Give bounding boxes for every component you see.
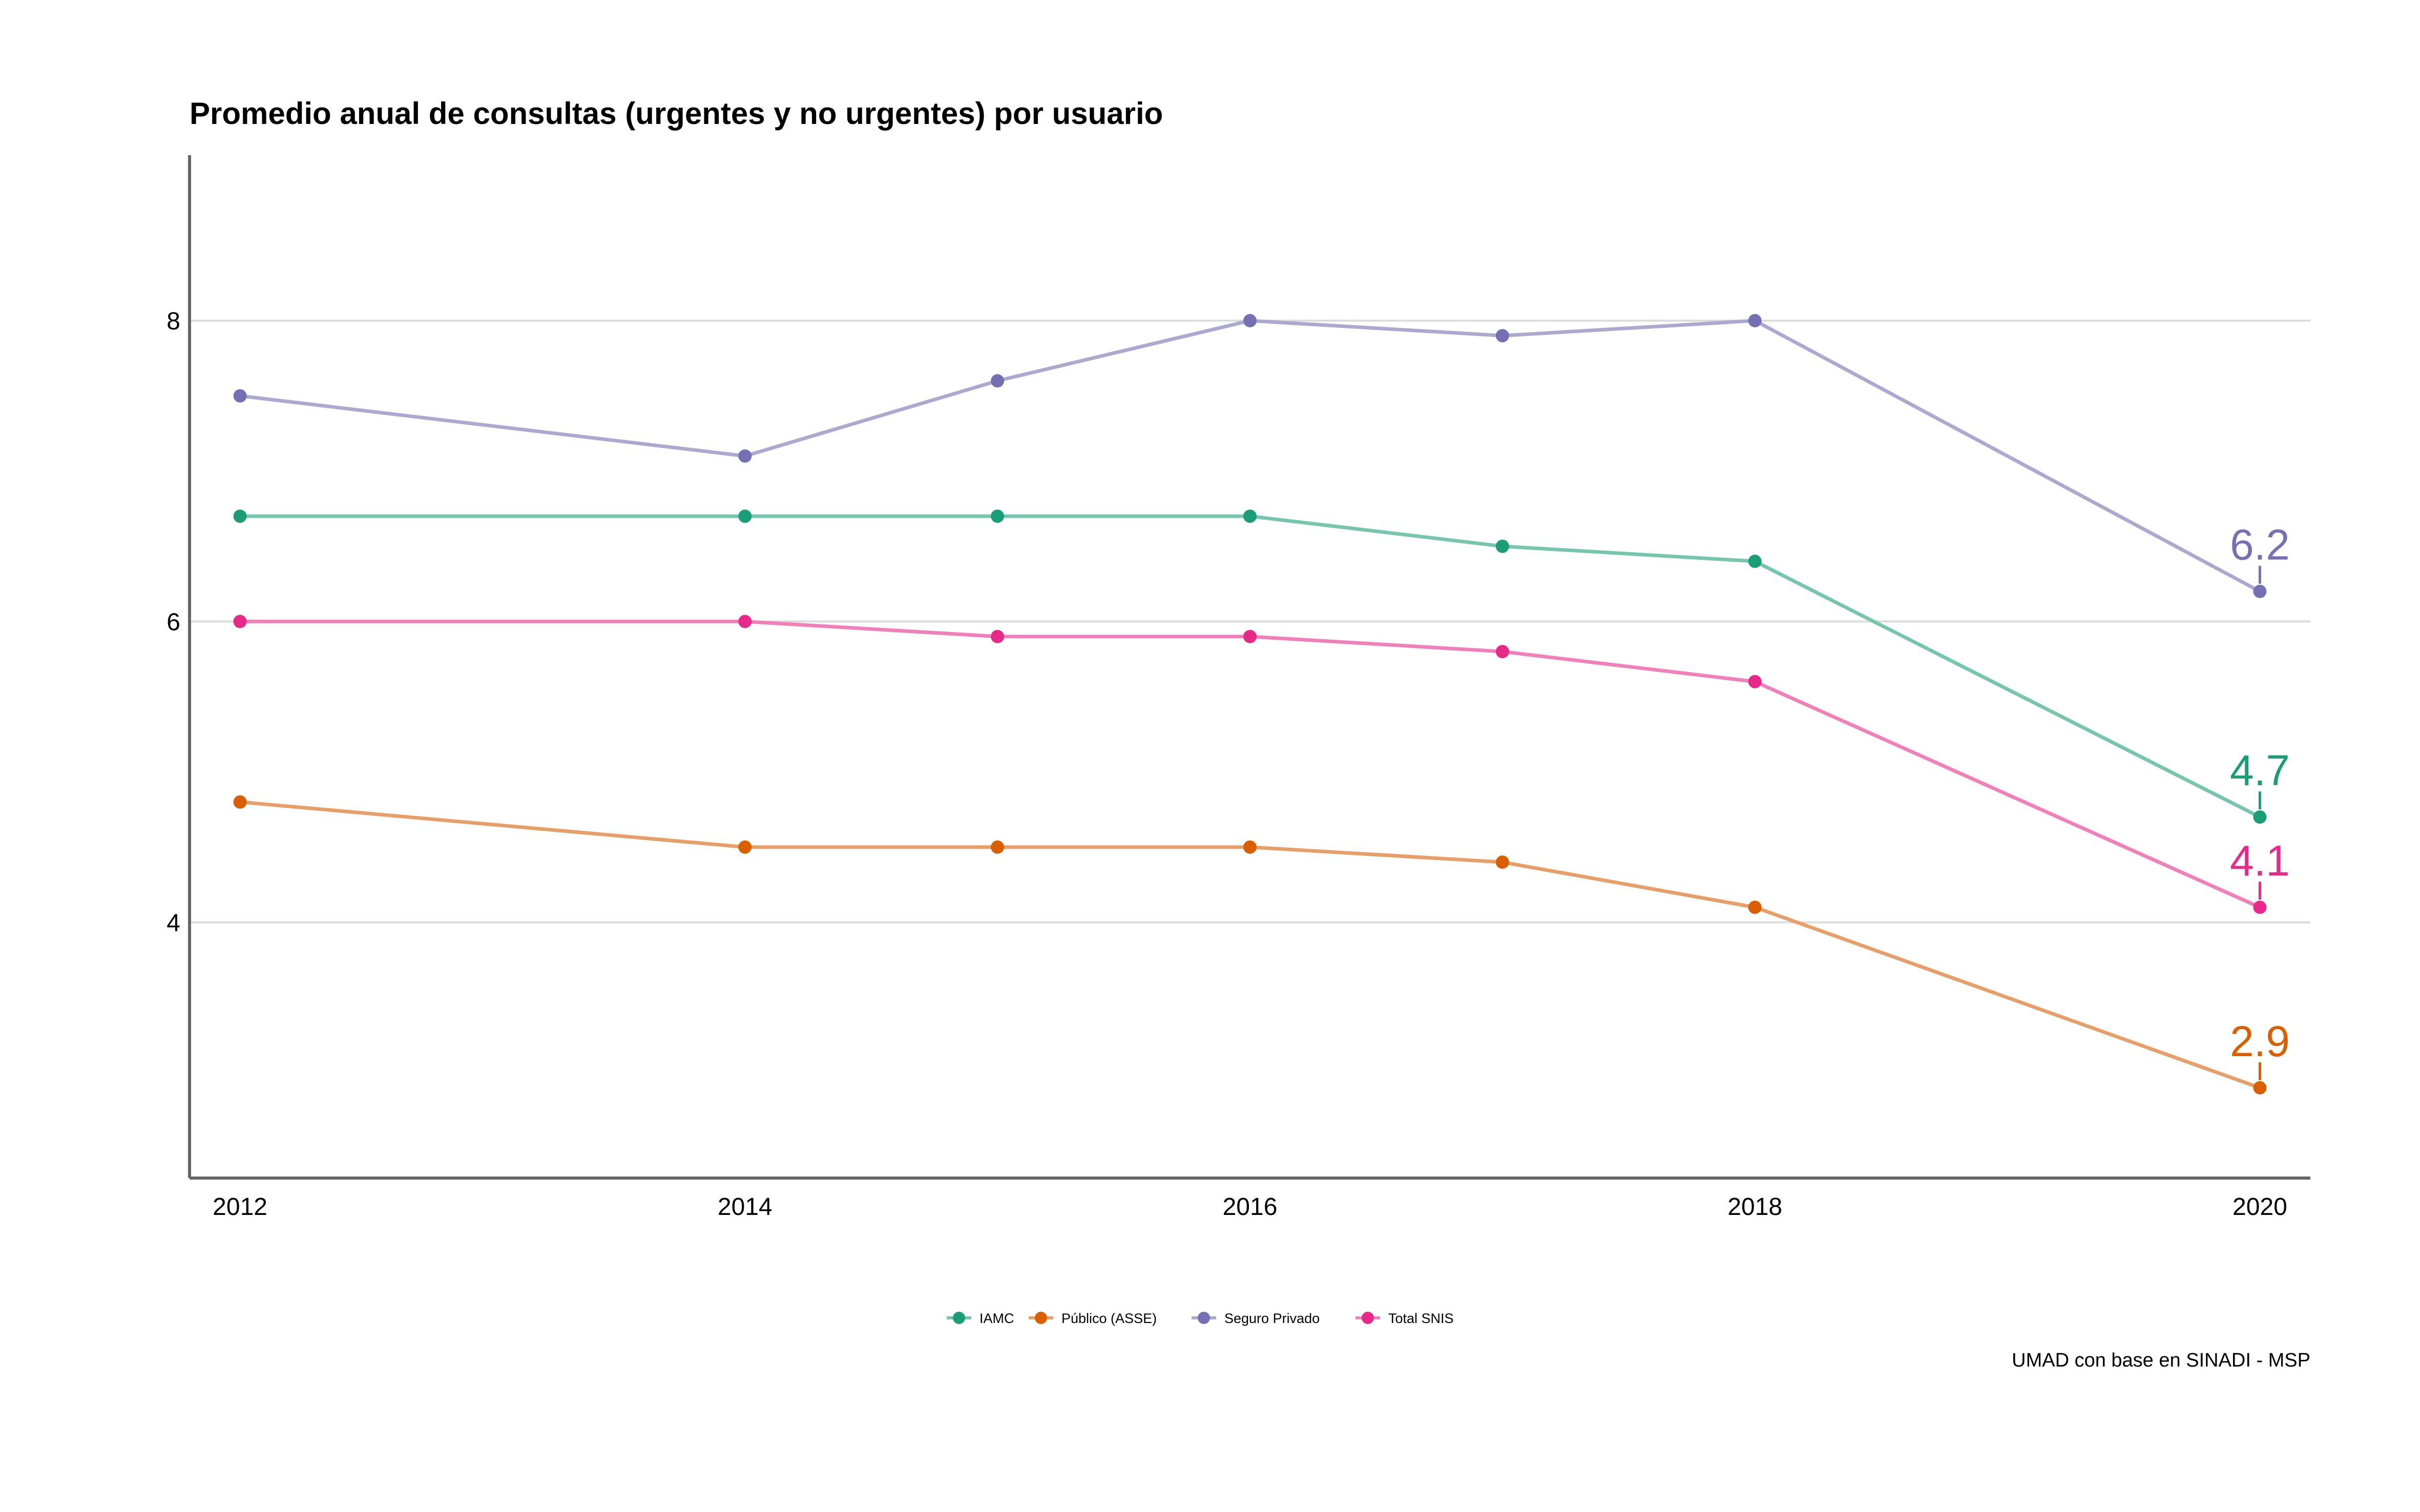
data-point	[738, 840, 752, 854]
data-point	[1243, 629, 1257, 643]
end-label: 4.1	[2230, 836, 2290, 885]
legend-label: Total SNIS	[1388, 1311, 1454, 1326]
y-tick-label: 8	[166, 308, 180, 335]
y-axis-ticks: 4 6 8	[166, 308, 180, 937]
data-point	[233, 795, 247, 809]
end-labels: 4.7 2.9 6.2 4.1	[2230, 521, 2290, 1080]
legend-key-point	[1362, 1312, 1374, 1324]
legend-label: Público (ASSE)	[1061, 1311, 1157, 1326]
data-point	[1748, 554, 1762, 568]
data-point	[2253, 1081, 2267, 1095]
data-point	[738, 509, 752, 523]
y-tick-label: 6	[166, 608, 180, 636]
series-points	[233, 314, 2267, 1095]
legend-key-point	[1198, 1312, 1210, 1324]
data-point	[233, 615, 247, 628]
data-point	[991, 629, 1005, 643]
data-point	[233, 389, 247, 403]
data-point	[1495, 539, 1509, 553]
data-point	[1495, 645, 1509, 659]
y-tick-label: 4	[166, 910, 180, 937]
x-tick-label: 2018	[1727, 1193, 1782, 1221]
end-label: 4.7	[2230, 746, 2290, 794]
data-point	[233, 509, 247, 523]
data-point	[2253, 584, 2267, 598]
legend-key-point	[953, 1312, 965, 1324]
data-point	[991, 374, 1005, 388]
end-label: 6.2	[2230, 521, 2290, 569]
legend-label: Seguro Privado	[1224, 1311, 1320, 1326]
data-point	[2253, 810, 2267, 824]
end-label: 2.9	[2230, 1017, 2290, 1065]
data-point	[2253, 900, 2267, 914]
legend-key-point	[1035, 1312, 1047, 1324]
data-point	[1495, 329, 1509, 343]
series-lines	[240, 319, 2261, 1090]
data-point	[991, 509, 1005, 523]
x-tick-label: 2020	[2233, 1193, 2287, 1221]
data-point	[1748, 675, 1762, 688]
legend: IAMC Público (ASSE) Seguro Privado Total SN…	[947, 1311, 1454, 1326]
x-tick-label: 2012	[213, 1193, 267, 1221]
chart-title: Promedio anual de consultas (urgentes y …	[190, 96, 1163, 131]
chart-caption: UMAD con base en SINADI - MSP	[2012, 1350, 2310, 1371]
data-point	[1495, 855, 1509, 869]
x-tick-label: 2014	[718, 1193, 773, 1221]
data-point	[738, 449, 752, 463]
data-point	[1748, 900, 1762, 914]
data-point	[991, 840, 1005, 854]
data-point	[1243, 840, 1257, 854]
legend-label: IAMC	[979, 1311, 1014, 1326]
series-line	[240, 319, 2261, 593]
x-axis-ticks: 2012 2014 2016 2018 2020	[213, 1193, 2287, 1221]
data-point	[1243, 314, 1257, 328]
data-point	[738, 615, 752, 628]
data-point	[1243, 509, 1257, 523]
data-point	[1748, 314, 1762, 328]
x-tick-label: 2016	[1223, 1193, 1278, 1221]
